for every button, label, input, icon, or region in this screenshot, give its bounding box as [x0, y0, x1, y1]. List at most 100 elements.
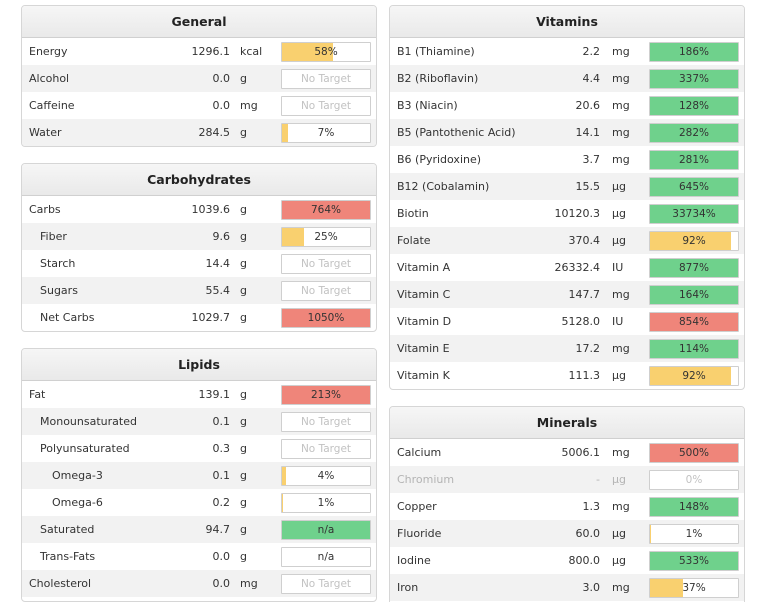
nutrient-amount: 15.5	[575, 180, 601, 193]
nutrient-name: Monounsaturated	[40, 415, 137, 428]
target-percent: No Target	[300, 578, 352, 590]
nutrient-row-omega-6[interactable]: Omega-6 0.2 g 1%	[22, 489, 376, 516]
nutrient-row-chromium[interactable]: Chromium - µg 0%	[390, 466, 744, 493]
target-progress-bar: 764%	[281, 200, 371, 220]
nutrient-name: Omega-6	[52, 496, 103, 509]
nutrient-amount: 1296.1	[191, 45, 231, 58]
nutrient-row-starch[interactable]: Starch 14.4 g No Target	[22, 250, 376, 277]
nutrient-name: Vitamin E	[397, 342, 450, 355]
nutrient-amount: 10120.3	[554, 207, 601, 220]
target-progress-bar: 877%	[649, 258, 739, 278]
nutrient-row-water[interactable]: Water 284.5 g 7%	[22, 119, 376, 146]
nutrient-name: Starch	[40, 257, 76, 270]
nutrient-amount: 0.0	[212, 577, 231, 590]
nutrient-row-biotin[interactable]: Biotin 10120.3 µg 33734%	[390, 200, 744, 227]
progress-fill	[282, 467, 286, 485]
nutrient-row-vitamin-d[interactable]: Vitamin D 5128.0 IU 854%	[390, 308, 744, 335]
nutrient-row-carbs[interactable]: Carbs 1039.6 g 764%	[22, 196, 376, 223]
general-panel: General Energy 1296.1 kcal 58% Alcohol 0.0 g No…	[21, 5, 377, 147]
progress-fill	[650, 97, 738, 115]
nutrient-row-sugars[interactable]: Sugars 55.4 g No Target	[22, 277, 376, 304]
progress-fill	[650, 286, 738, 304]
nutrient-name: Caffeine	[29, 99, 75, 112]
nutrient-row-fluoride[interactable]: Fluoride 60.0 µg 1%	[390, 520, 744, 547]
nutrient-row-copper[interactable]: Copper 1.3 mg 148%	[390, 493, 744, 520]
nutrient-row-monounsaturated[interactable]: Monounsaturated 0.1 g No Target	[22, 408, 376, 435]
target-progress-bar: 92%	[649, 366, 739, 386]
nutrient-row-omega-3[interactable]: Omega-3 0.1 g 4%	[22, 462, 376, 489]
nutrient-amount: 139.1	[198, 388, 231, 401]
nutrient-row-b2-riboflavin[interactable]: B2 (Riboflavin) 4.4 mg 337%	[390, 65, 744, 92]
nutrient-name: B12 (Cobalamin)	[397, 180, 490, 193]
nutrient-amount: 284.5	[198, 126, 231, 139]
nutrient-unit: mg	[612, 153, 630, 166]
nutrient-amount: 9.6	[212, 230, 231, 243]
nutrient-unit: mg	[612, 581, 630, 594]
nutrient-row-b5-pantothenic-acid[interactable]: B5 (Pantothenic Acid) 14.1 mg 282%	[390, 119, 744, 146]
nutrient-unit: g	[240, 550, 247, 563]
nutrient-row-vitamin-a[interactable]: Vitamin A 26332.4 IU 877%	[390, 254, 744, 281]
nutrient-row-saturated[interactable]: Saturated 94.7 g n/a	[22, 516, 376, 543]
target-progress-bar: No Target	[281, 412, 371, 432]
nutrient-name: Energy	[29, 45, 68, 58]
nutrient-name: Folate	[397, 234, 431, 247]
target-progress-bar: No Target	[281, 69, 371, 89]
nutrient-amount: 94.7	[205, 523, 231, 536]
target-percent: n/a	[317, 551, 335, 563]
nutrient-amount: 1.3	[582, 500, 601, 513]
nutrient-amount: 3.7	[582, 153, 601, 166]
target-percent: 164%	[678, 289, 710, 301]
target-progress-bar: 281%	[649, 150, 739, 170]
nutrient-row-vitamin-c[interactable]: Vitamin C 147.7 mg 164%	[390, 281, 744, 308]
nutrient-unit: IU	[612, 315, 624, 328]
target-progress-bar: No Target	[281, 439, 371, 459]
nutrient-unit: µg	[612, 473, 626, 486]
nutrient-name: Vitamin A	[397, 261, 451, 274]
nutrient-row-b3-niacin[interactable]: B3 (Niacin) 20.6 mg 128%	[390, 92, 744, 119]
nutrient-row-vitamin-k[interactable]: Vitamin K 111.3 µg 92%	[390, 362, 744, 389]
minerals-title: Minerals	[390, 407, 744, 439]
nutrient-unit: µg	[612, 180, 626, 193]
nutrient-row-caffeine[interactable]: Caffeine 0.0 mg No Target	[22, 92, 376, 119]
nutrient-name: B6 (Pyridoxine)	[397, 153, 482, 166]
nutrient-amount: 0.1	[212, 469, 231, 482]
nutrient-row-iron[interactable]: Iron 3.0 mg 37%	[390, 574, 744, 601]
target-progress-bar: 37%	[649, 578, 739, 598]
progress-fill	[650, 124, 738, 142]
target-progress-bar: n/a	[281, 520, 371, 540]
nutrient-row-trans-fats[interactable]: Trans-Fats 0.0 g n/a	[22, 543, 376, 570]
target-percent: 0%	[685, 474, 703, 486]
nutrient-name: Sugars	[40, 284, 78, 297]
nutrient-row-iodine[interactable]: Iodine 800.0 µg 533%	[390, 547, 744, 574]
nutrient-name: B5 (Pantothenic Acid)	[397, 126, 516, 139]
nutrient-row-alcohol[interactable]: Alcohol 0.0 g No Target	[22, 65, 376, 92]
nutrient-row-fiber[interactable]: Fiber 9.6 g 25%	[22, 223, 376, 250]
nutrient-amount: 2.2	[582, 45, 601, 58]
nutrient-unit: g	[240, 72, 247, 85]
nutrient-unit: g	[240, 388, 247, 401]
nutrient-row-cholesterol[interactable]: Cholesterol 0.0 mg No Target	[22, 570, 376, 597]
nutrient-row-energy[interactable]: Energy 1296.1 kcal 58%	[22, 38, 376, 65]
nutrient-row-polyunsaturated[interactable]: Polyunsaturated 0.3 g No Target	[22, 435, 376, 462]
nutrient-unit: mg	[612, 99, 630, 112]
nutrient-row-folate[interactable]: Folate 370.4 µg 92%	[390, 227, 744, 254]
nutrient-unit: mg	[612, 126, 630, 139]
nutrient-row-calcium[interactable]: Calcium 5006.1 mg 500%	[390, 439, 744, 466]
nutrient-name: B1 (Thiamine)	[397, 45, 475, 58]
carbohydrates-title: Carbohydrates	[22, 164, 376, 196]
nutrient-name: Water	[29, 126, 62, 139]
nutrient-unit: g	[240, 311, 247, 324]
target-percent: 148%	[678, 501, 710, 513]
nutrient-row-b6-pyridoxine[interactable]: B6 (Pyridoxine) 3.7 mg 281%	[390, 146, 744, 173]
nutrient-row-fat[interactable]: Fat 139.1 g 213%	[22, 381, 376, 408]
nutrient-row-vitamin-e[interactable]: Vitamin E 17.2 mg 114%	[390, 335, 744, 362]
nutrient-row-b12-cobalamin[interactable]: B12 (Cobalamin) 15.5 µg 645%	[390, 173, 744, 200]
nutrient-row-net-carbs[interactable]: Net Carbs 1029.7 g 1050%	[22, 304, 376, 331]
nutrient-amount: 1029.7	[191, 311, 231, 324]
nutrient-unit: µg	[612, 369, 626, 382]
nutrient-row-b1-thiamine[interactable]: B1 (Thiamine) 2.2 mg 186%	[390, 38, 744, 65]
nutrient-unit: IU	[612, 261, 624, 274]
nutrient-amount: 14.1	[575, 126, 601, 139]
minerals-panel: Minerals Calcium 5006.1 mg 500% Chromium - µg 0…	[389, 406, 745, 602]
vitamins-title: Vitamins	[390, 6, 744, 38]
